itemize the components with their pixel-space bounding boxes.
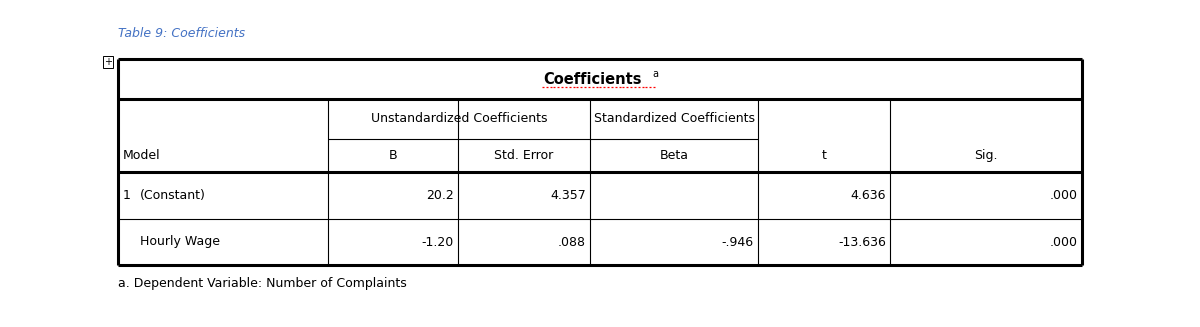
Text: +: + xyxy=(104,57,112,67)
Text: 4.636: 4.636 xyxy=(851,189,886,202)
Text: Table 9: Coefficients: Table 9: Coefficients xyxy=(118,27,245,40)
Text: Beta: Beta xyxy=(660,149,689,162)
Text: -1.20: -1.20 xyxy=(421,235,454,249)
Text: .000: .000 xyxy=(1050,189,1078,202)
Text: 4.357: 4.357 xyxy=(551,189,586,202)
Text: .088: .088 xyxy=(558,235,586,249)
Text: Coefficients: Coefficients xyxy=(542,72,641,87)
Text: Hourly Wage: Hourly Wage xyxy=(140,235,220,249)
Text: a: a xyxy=(652,69,658,79)
Text: B: B xyxy=(389,149,397,162)
Text: Standardized Coefficients: Standardized Coefficients xyxy=(594,112,755,126)
Text: Sig.: Sig. xyxy=(974,149,997,162)
Text: -.946: -.946 xyxy=(722,235,754,249)
Text: (Constant): (Constant) xyxy=(140,189,206,202)
Text: 20.2: 20.2 xyxy=(426,189,454,202)
Text: Unstandardized Coefficients: Unstandardized Coefficients xyxy=(371,112,547,126)
Text: Model: Model xyxy=(124,149,161,162)
Text: t: t xyxy=(822,149,827,162)
Text: -13.636: -13.636 xyxy=(838,235,886,249)
Text: a. Dependent Variable: Number of Complaints: a. Dependent Variable: Number of Complai… xyxy=(118,277,407,290)
Text: .000: .000 xyxy=(1050,235,1078,249)
Text: 1: 1 xyxy=(124,189,131,202)
Text: Std. Error: Std. Error xyxy=(494,149,553,162)
